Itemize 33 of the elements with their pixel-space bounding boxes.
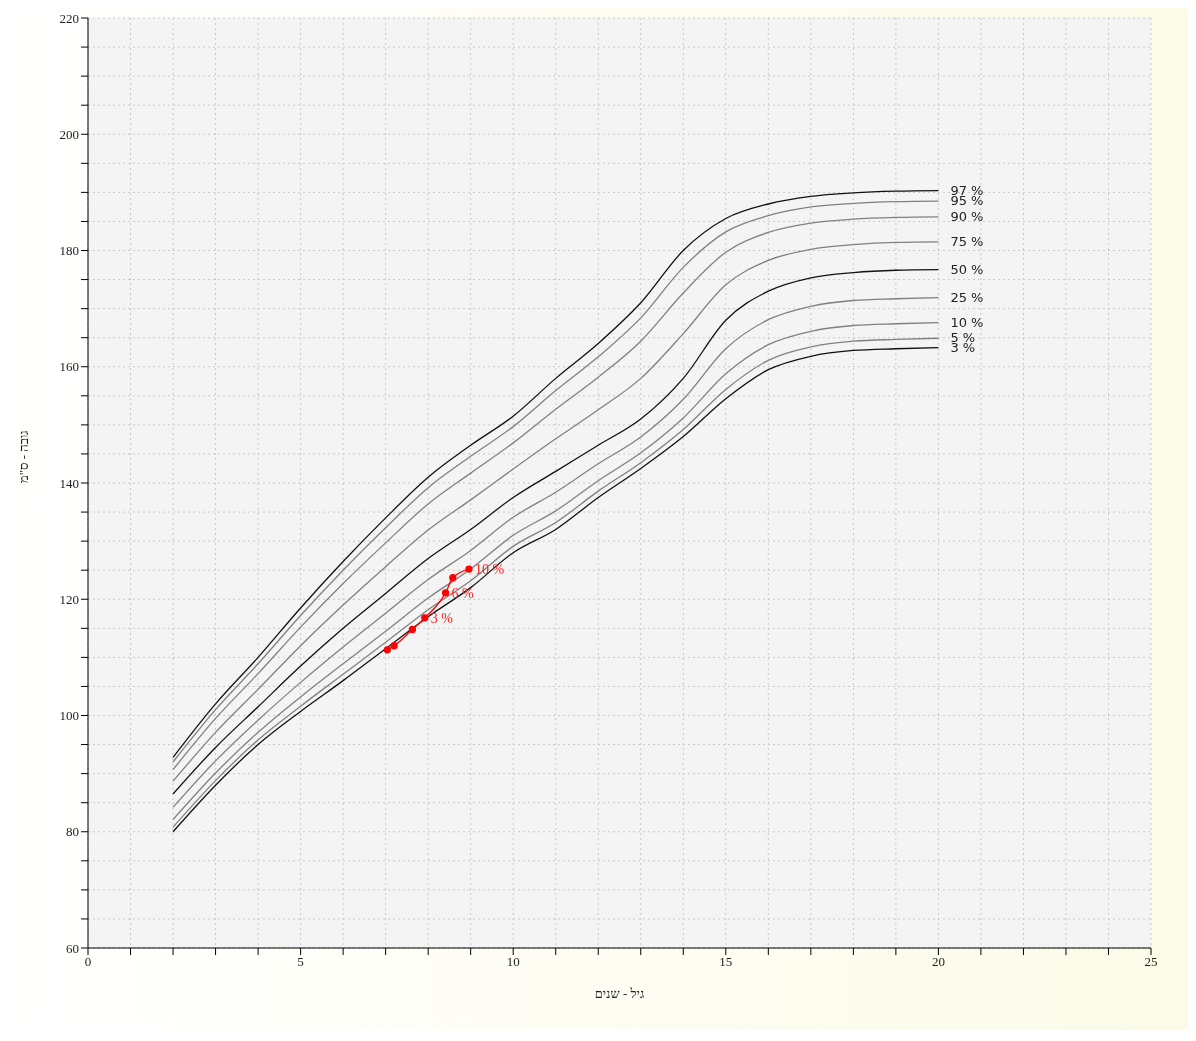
x-tick-label: 5 — [297, 954, 304, 970]
y-tick-label: 160 — [59, 359, 79, 375]
series-label: 25 % — [950, 289, 984, 305]
y-tick-label: 180 — [59, 243, 79, 259]
series-label: 95 % — [950, 193, 984, 209]
x-axis-title: גיל - שנים — [594, 986, 645, 1001]
point — [390, 642, 398, 650]
y-tick-label: 60 — [66, 940, 79, 956]
x-tick-label: 10 — [506, 954, 520, 970]
series-label: 50 % — [950, 261, 984, 277]
series-label: 75 % — [950, 233, 984, 249]
annotation: 10 % — [474, 561, 505, 577]
x-tick-label: 25 — [1144, 954, 1158, 970]
y-tick-label: 200 — [59, 126, 79, 142]
y-tick-label: 120 — [59, 591, 79, 607]
annotation: 3 % — [430, 610, 454, 626]
series-label: 90 % — [950, 208, 984, 224]
series-label: 10 % — [950, 314, 984, 330]
y-tick-label: 100 — [59, 708, 79, 724]
point — [441, 589, 450, 597]
y-tick-label: 80 — [66, 824, 79, 840]
x-tick-label: 15 — [719, 954, 733, 970]
point — [408, 625, 417, 634]
annotation: 6 % — [451, 585, 475, 601]
point — [383, 646, 391, 654]
x-tick-label: 0 — [84, 954, 92, 970]
y-axis-title: גובה - ס"מ — [15, 430, 31, 483]
point — [465, 565, 473, 573]
x-tick-label: 20 — [931, 954, 945, 970]
point — [421, 614, 429, 622]
y-tick-label: 220 — [59, 10, 79, 26]
y-tick-label: 140 — [59, 475, 79, 491]
point — [449, 574, 457, 582]
